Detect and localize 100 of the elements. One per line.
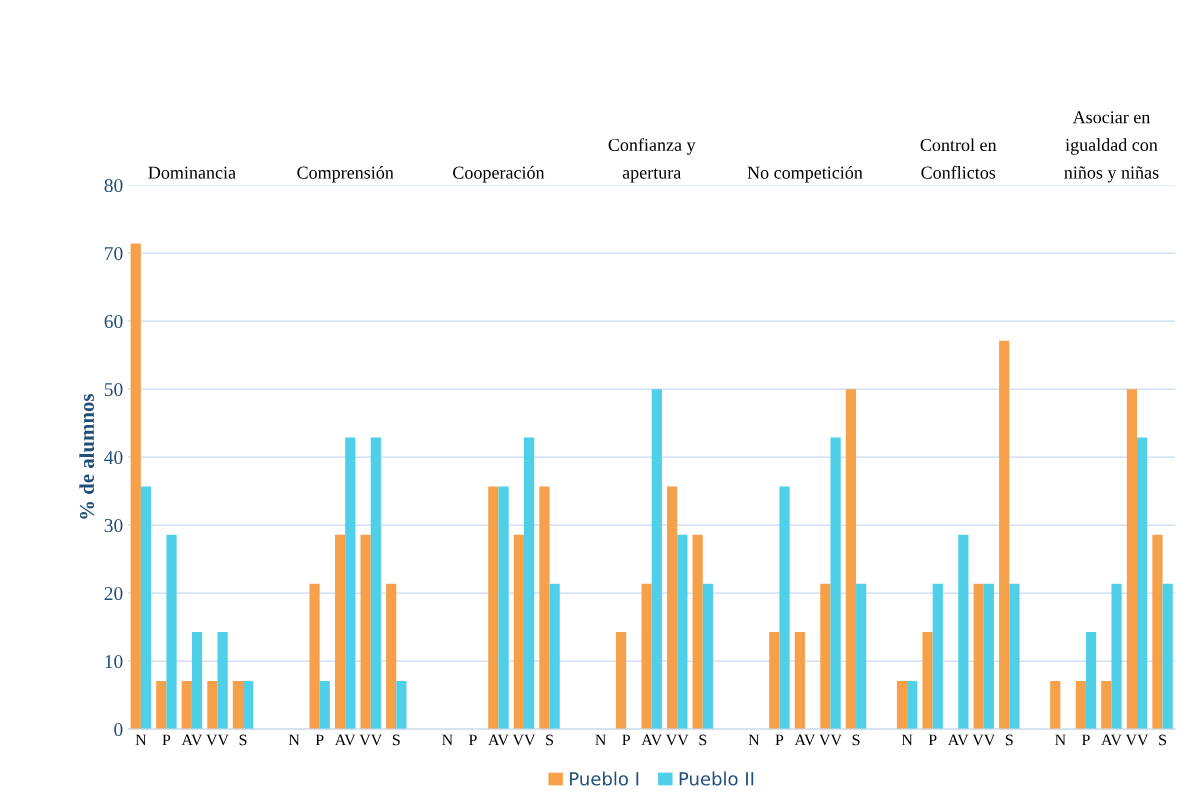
x-tick-label: N xyxy=(135,734,147,746)
bar xyxy=(615,631,627,730)
bar xyxy=(1137,437,1148,730)
x-tick-label: VV xyxy=(665,734,689,746)
bar xyxy=(370,437,381,730)
bar xyxy=(319,680,330,730)
bar xyxy=(360,534,371,730)
bar xyxy=(1101,680,1112,730)
bar xyxy=(1075,680,1086,730)
x-tick-label: VV xyxy=(1125,734,1149,746)
x-tick-label: S xyxy=(852,734,860,746)
bar xyxy=(932,583,943,730)
x-tick-label: N xyxy=(288,734,300,746)
x-tick-label: N xyxy=(748,734,760,746)
bar xyxy=(140,486,152,730)
bar xyxy=(769,631,780,730)
x-tick-label: S xyxy=(1159,734,1167,746)
bar xyxy=(958,534,969,730)
y-tick-label: 20 xyxy=(104,586,123,601)
bar xyxy=(702,583,714,730)
y-tick-label: 60 xyxy=(104,314,123,329)
bar xyxy=(243,680,254,730)
bar xyxy=(1126,389,1138,730)
y-tick-label: 0 xyxy=(114,722,123,737)
y-tick-label: 80 xyxy=(104,178,123,193)
bar xyxy=(396,680,407,730)
y-axis-title: % de alumnos xyxy=(79,393,95,519)
bar xyxy=(922,631,933,730)
bar xyxy=(820,583,831,730)
x-tick-label: S xyxy=(239,734,247,746)
bar xyxy=(1111,583,1122,730)
text: Cooperación xyxy=(453,166,545,183)
x-tick-label: AV xyxy=(334,734,356,746)
x-tick-label: AV xyxy=(947,734,969,746)
x-tick-label: N xyxy=(1055,734,1066,746)
bar xyxy=(845,389,857,730)
bar xyxy=(513,534,524,730)
y-tick-label: 50 xyxy=(104,382,123,397)
x-tick-label: AV xyxy=(1101,734,1122,746)
text: Confianza y apertura xyxy=(608,138,696,183)
text: Comprensión xyxy=(297,166,394,183)
x-tick-label: S xyxy=(1005,734,1013,746)
y-tick-label: 70 xyxy=(105,246,123,261)
bar xyxy=(651,389,662,730)
bar xyxy=(524,437,535,730)
x-tick-label: P xyxy=(928,734,937,746)
bar xyxy=(166,534,177,730)
bar xyxy=(677,534,688,730)
bar xyxy=(191,631,203,730)
bar xyxy=(999,340,1010,730)
x-tick-label: VV xyxy=(512,734,536,746)
x-tick-label: VV xyxy=(359,734,383,746)
x-tick-label: S xyxy=(546,734,553,746)
text: No competición xyxy=(747,166,863,183)
x-tick-label: AV xyxy=(794,734,816,746)
bar xyxy=(232,680,244,730)
x-tick-label: P xyxy=(622,734,630,746)
x-tick-label: N xyxy=(595,734,607,746)
x-tick-label: S xyxy=(699,734,707,746)
x-tick-label: VV xyxy=(819,734,842,746)
bar xyxy=(692,534,703,730)
x-tick-label: P xyxy=(162,734,171,746)
y-tick-label: 10 xyxy=(105,654,123,669)
bar xyxy=(794,631,805,730)
x-tick-label: P xyxy=(468,734,477,746)
bar xyxy=(539,486,550,730)
text: Control en Conflictos xyxy=(920,138,997,179)
bar xyxy=(1050,680,1061,730)
bar xyxy=(488,486,499,730)
x-tick-label: N xyxy=(442,734,453,746)
x-tick-label: VV xyxy=(972,734,996,746)
y-tick-label: 30 xyxy=(104,518,123,533)
bar xyxy=(309,583,320,730)
y-tick-label: 40 xyxy=(104,450,123,465)
text: Dominancia xyxy=(148,166,236,179)
bar xyxy=(498,486,509,730)
bar xyxy=(907,680,918,730)
bar xyxy=(1009,583,1020,730)
x-tick-label: VV xyxy=(206,734,229,746)
bar xyxy=(130,243,141,730)
text: Asociar en igualdad con niños y niñas xyxy=(1064,111,1159,183)
legend-label: Pueblo II xyxy=(679,771,754,786)
bar xyxy=(549,583,560,730)
x-tick-label: AV xyxy=(488,734,509,746)
x-tick-label: AV xyxy=(641,734,663,746)
bar xyxy=(779,486,790,730)
bar xyxy=(856,583,867,730)
bar xyxy=(345,437,356,730)
x-tick-label: P xyxy=(1081,734,1090,746)
bar xyxy=(973,583,984,730)
bar xyxy=(386,583,397,730)
bar xyxy=(217,631,228,730)
bar xyxy=(983,583,994,730)
bar xyxy=(334,534,346,730)
bar xyxy=(1085,631,1097,730)
bar xyxy=(207,680,218,730)
x-tick-label: P xyxy=(775,734,784,746)
bar xyxy=(896,680,908,730)
bar xyxy=(1152,534,1163,730)
bar xyxy=(667,486,678,730)
